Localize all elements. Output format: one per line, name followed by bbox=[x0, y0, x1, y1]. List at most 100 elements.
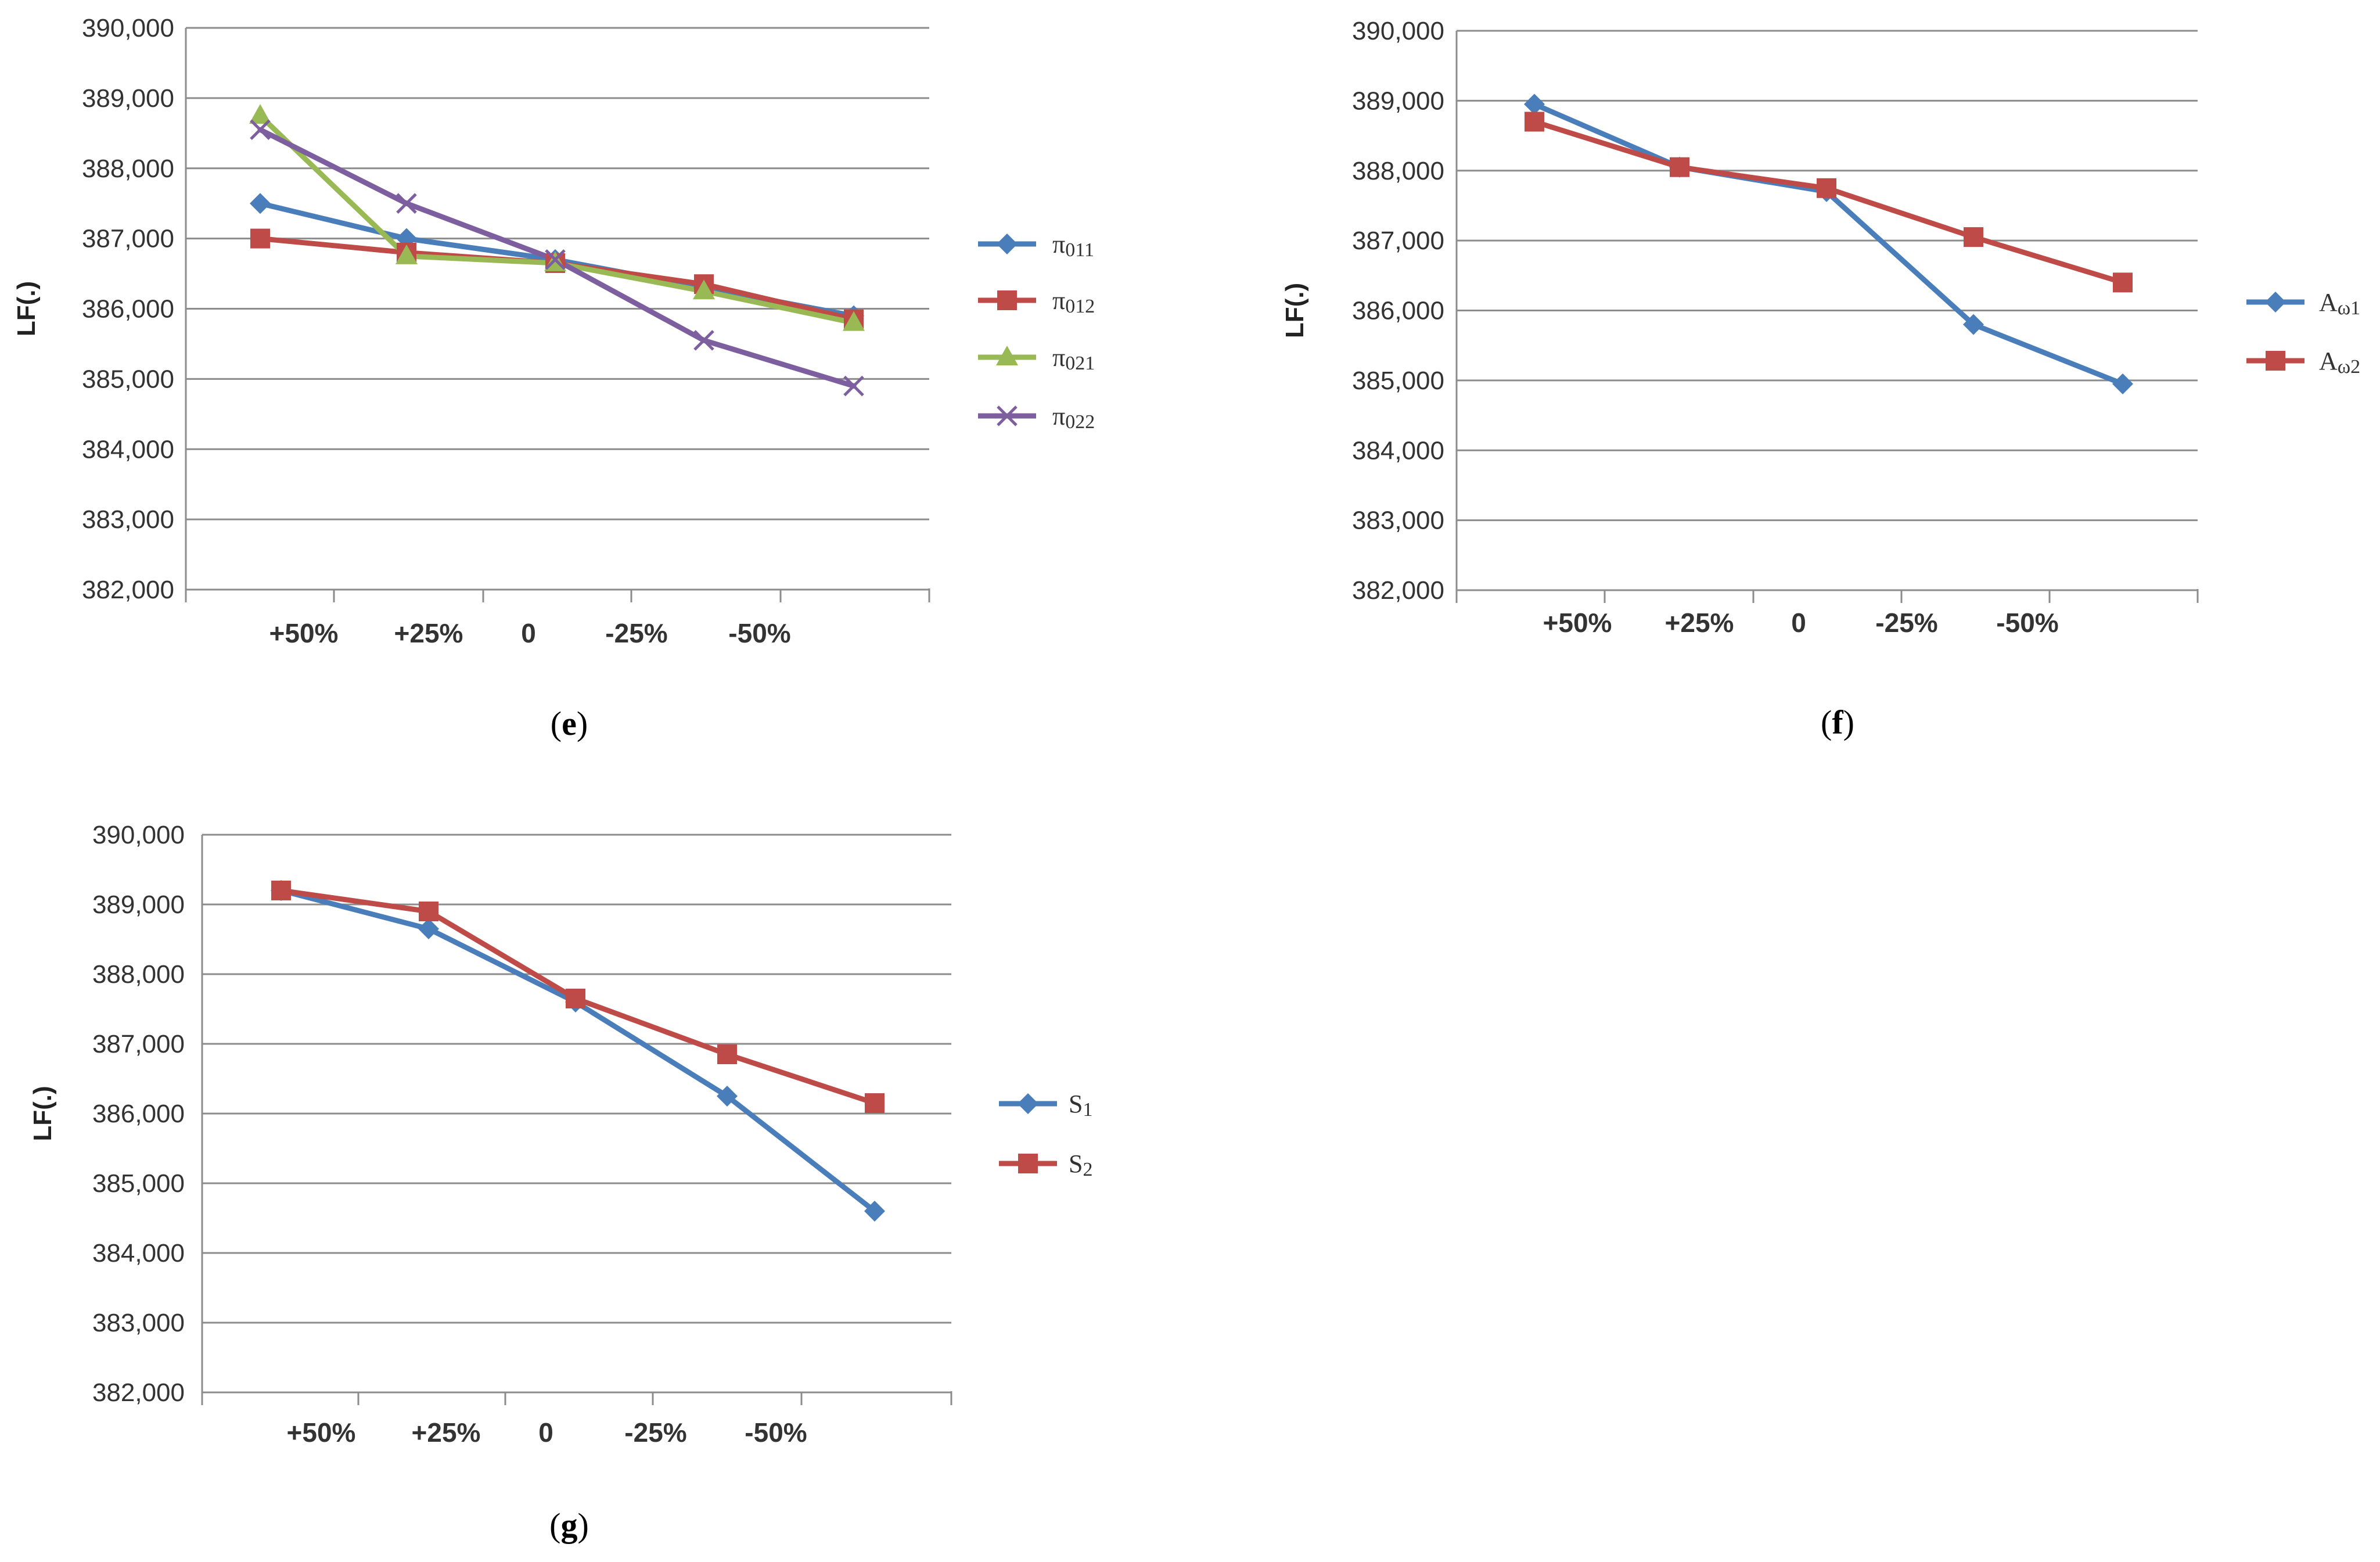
y-tick-label: 382,000 bbox=[92, 1378, 185, 1407]
data-point-s1-2 bbox=[418, 918, 439, 939]
data-point-s3-1 bbox=[249, 104, 271, 124]
data-point-s1-5 bbox=[2112, 373, 2133, 394]
legend-label: S1 bbox=[1069, 1090, 1092, 1121]
y-tick-label: 389,000 bbox=[92, 890, 185, 919]
legend-label: π021 bbox=[1052, 343, 1095, 374]
series-line-3 bbox=[257, 113, 857, 326]
y-tick-label: 389,000 bbox=[82, 84, 174, 113]
y-tick-label: 387,000 bbox=[82, 225, 174, 253]
data-point-s1-4 bbox=[1963, 314, 1984, 335]
legend-label: π022 bbox=[1052, 402, 1095, 433]
data-point-s2-3 bbox=[1817, 178, 1836, 198]
data-point-s2-4 bbox=[1964, 227, 1983, 247]
y-tick-label: 387,000 bbox=[92, 1030, 185, 1058]
data-point-s3-4 bbox=[693, 279, 715, 300]
data-point-s4-2 bbox=[396, 193, 417, 214]
y-tick-label: 383,000 bbox=[92, 1309, 185, 1337]
y-tick-label: 386,000 bbox=[1352, 297, 1444, 325]
legend-marker bbox=[2266, 351, 2285, 371]
x-tick-label: -25% bbox=[605, 618, 667, 648]
x-tick-label: -50% bbox=[728, 618, 790, 648]
data-point-s2-1 bbox=[1525, 112, 1544, 132]
series-line-1 bbox=[278, 888, 878, 1214]
panel-caption: (e) bbox=[551, 705, 588, 742]
data-point-s2-2 bbox=[419, 902, 438, 921]
y-tick-label: 390,000 bbox=[1352, 17, 1444, 45]
x-tick-label: +25% bbox=[412, 1417, 481, 1448]
data-point-s1-1 bbox=[1524, 94, 1545, 115]
legend-label: π012 bbox=[1052, 286, 1095, 317]
data-point-s4-4 bbox=[693, 330, 714, 351]
panel-caption: (f) bbox=[1821, 703, 1854, 741]
legend-marker bbox=[1018, 1093, 1038, 1114]
x-tick-label: 0 bbox=[538, 1417, 553, 1448]
data-point-s1-1 bbox=[250, 193, 271, 214]
y-tick-label: 383,000 bbox=[1352, 507, 1444, 535]
y-tick-label: 389,000 bbox=[1352, 87, 1444, 115]
data-point-s4-3 bbox=[545, 249, 566, 270]
legend-marker bbox=[2265, 292, 2286, 313]
y-tick-label: 382,000 bbox=[1352, 576, 1444, 605]
legend-marker bbox=[1018, 1154, 1038, 1173]
data-point-s1-4 bbox=[717, 1086, 738, 1107]
chart-panel-g: 382,000 383,000 384,000 385,000 386,000 387,0… bbox=[28, 821, 1092, 1544]
data-point-s1-5 bbox=[864, 1201, 885, 1222]
data-point-s4-1 bbox=[250, 119, 271, 141]
series-line-1 bbox=[1531, 101, 2126, 387]
x-tick-label: +25% bbox=[1665, 608, 1734, 638]
data-point-s2-1 bbox=[250, 228, 270, 249]
data-point-s3-5 bbox=[843, 311, 865, 331]
legend-marker bbox=[997, 405, 1018, 426]
chart-panel-f: 382,000 383,000 384,000 385,000 386,000 387,0… bbox=[1281, 17, 2360, 741]
x-tick-label: +50% bbox=[1543, 608, 1612, 638]
x-tick-label: +25% bbox=[394, 618, 463, 648]
y-tick-label: 384,000 bbox=[1352, 436, 1444, 465]
y-tick-label: 382,000 bbox=[82, 576, 174, 604]
legend-marker bbox=[997, 234, 1018, 254]
legend-label: Aω2 bbox=[2319, 347, 2360, 378]
data-point-s2-5 bbox=[865, 1093, 885, 1113]
y-tick-label: 386,000 bbox=[82, 295, 174, 324]
y-tick-label: 385,000 bbox=[1352, 367, 1444, 395]
y-tick-label: 390,000 bbox=[82, 14, 174, 42]
y-tick-label: 387,000 bbox=[1352, 227, 1444, 255]
y-axis-title: LF(.) bbox=[28, 1086, 57, 1141]
data-point-s2-3 bbox=[566, 989, 585, 1008]
data-point-s4-5 bbox=[843, 375, 864, 397]
legend-label: Aω1 bbox=[2319, 288, 2360, 319]
y-tick-label: 388,000 bbox=[92, 960, 185, 989]
legend-label: π011 bbox=[1052, 230, 1094, 261]
data-point-s2-1 bbox=[271, 881, 291, 900]
x-tick-label: 0 bbox=[521, 618, 536, 648]
legend-marker bbox=[997, 290, 1017, 310]
x-tick-label: -50% bbox=[745, 1417, 807, 1448]
y-tick-label: 388,000 bbox=[1352, 157, 1444, 185]
chart-panel-e: 382,000 383,000 384,000 385,000 386,000 387,0… bbox=[12, 14, 1095, 742]
x-tick-label: -25% bbox=[624, 1417, 686, 1448]
y-tick-label: 385,000 bbox=[92, 1169, 185, 1198]
legend-marker bbox=[996, 346, 1018, 365]
y-tick-label: 388,000 bbox=[82, 155, 174, 183]
panel-caption: (g) bbox=[549, 1506, 589, 1544]
y-axis-title: LF(.) bbox=[12, 281, 41, 336]
x-tick-label: +50% bbox=[269, 618, 339, 648]
data-point-s2-5 bbox=[2113, 272, 2133, 293]
data-point-s2-4 bbox=[717, 1044, 737, 1064]
data-point-s2-2 bbox=[1670, 157, 1689, 177]
y-tick-label: 384,000 bbox=[82, 435, 174, 464]
y-tick-label: 386,000 bbox=[92, 1100, 185, 1128]
x-tick-label: +50% bbox=[287, 1417, 356, 1448]
y-tick-label: 383,000 bbox=[82, 505, 174, 534]
y-tick-label: 384,000 bbox=[92, 1239, 185, 1267]
y-tick-label: 385,000 bbox=[82, 365, 174, 393]
data-point-s3-2 bbox=[396, 244, 418, 264]
series-line-2 bbox=[1531, 119, 2126, 285]
y-tick-label: 390,000 bbox=[92, 821, 185, 849]
legend-label: S2 bbox=[1069, 1150, 1092, 1180]
x-tick-label: -50% bbox=[1996, 608, 2058, 638]
x-tick-label: 0 bbox=[1791, 608, 1806, 638]
series-line-2 bbox=[257, 236, 857, 322]
x-tick-label: -25% bbox=[1875, 608, 1937, 638]
y-axis-title: LF(.) bbox=[1281, 283, 1309, 338]
